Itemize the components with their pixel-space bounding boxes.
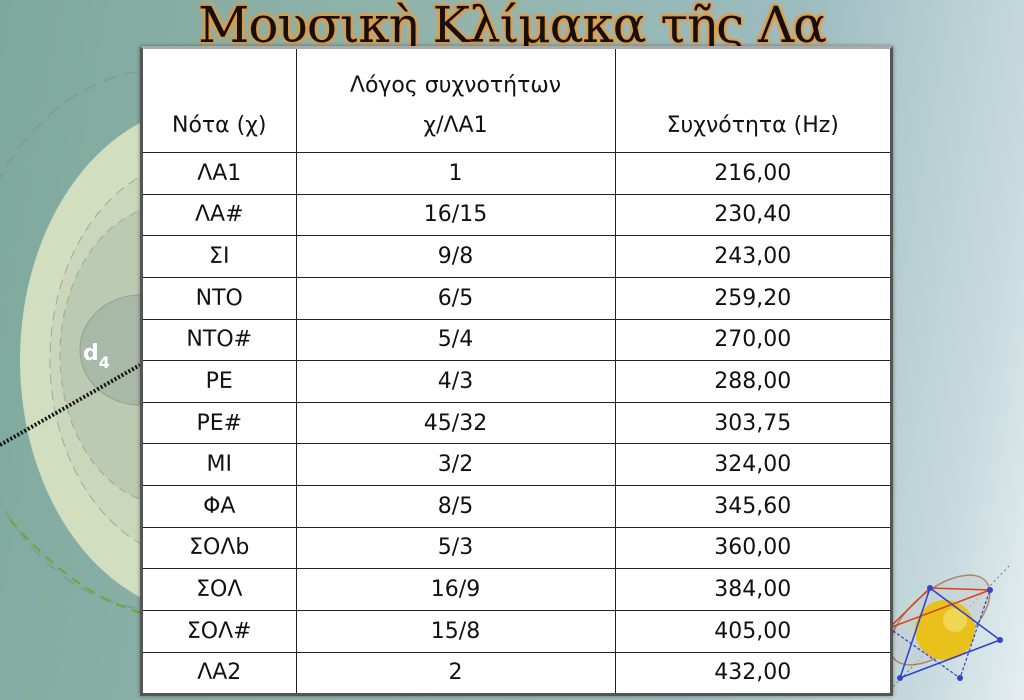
table-row: ΦΑ 8/5 345,60 [143, 485, 890, 528]
cell-note: ΛΑ# [143, 193, 297, 237]
cell-ratio: 6/5 [295, 276, 616, 320]
table-header-row: Νότα (χ) Λόγος συχνοτήτων χ/ΛΑ1 Συχνότητ… [143, 49, 890, 153]
table-row: ΜΙ 3/2 324,00 [143, 443, 890, 486]
cell-note: ΛΑ2 [143, 651, 297, 693]
slide-title: Μουσικὴ Κλίμακα τῆς Λα [198, 0, 827, 54]
cell-frequency: 270,00 [614, 318, 890, 362]
cell-ratio: 9/8 [295, 235, 616, 278]
cell-note: ΡΕ# [143, 401, 297, 445]
cell-ratio: 2 [295, 651, 616, 693]
cell-ratio: 5/4 [295, 318, 616, 362]
header-ratio: Λόγος συχνοτήτων χ/ΛΑ1 [295, 49, 616, 153]
cell-note: ΝΤΟ# [143, 318, 297, 362]
cell-note: ΣΟΛb [143, 526, 297, 570]
cell-ratio: 16/15 [295, 193, 616, 237]
cell-ratio: 45/32 [295, 401, 616, 445]
table-row: ΣΙ 9/8 243,00 [143, 235, 890, 278]
cell-frequency: 259,20 [614, 276, 890, 320]
cell-note: ΝΤΟ [143, 276, 297, 320]
cell-note: ΜΙ [143, 443, 297, 486]
cell-frequency: 243,00 [614, 235, 890, 278]
table-row: ΣΟΛ 16/9 384,00 [143, 568, 890, 611]
cell-note: ΣΙ [143, 235, 297, 278]
cell-note: ΣΟΛ# [143, 609, 297, 653]
cell-ratio: 5/3 [295, 526, 616, 570]
scale-table: Νότα (χ) Λόγος συχνοτήτων χ/ΛΑ1 Συχνότητ… [140, 46, 893, 696]
cell-frequency: 303,75 [614, 401, 890, 445]
cell-note: ΛΑ1 [143, 152, 297, 195]
header-frequency: Συχνότητα (Hz) [614, 49, 890, 153]
cell-frequency: 324,00 [614, 443, 890, 486]
cell-frequency: 405,00 [614, 609, 890, 653]
table-row: ΡΕ 4/3 288,00 [143, 360, 890, 403]
table-row: ΝΤΟ 6/5 259,20 [143, 276, 890, 320]
cell-frequency: 384,00 [614, 568, 890, 611]
cell-ratio: 4/3 [295, 360, 616, 403]
cell-note: ΣΟΛ [143, 568, 297, 611]
header-note: Νότα (χ) [143, 49, 297, 153]
cell-note: ΦΑ [143, 485, 297, 528]
header-ratio-line1: Λόγος συχνοτήτων [349, 73, 562, 98]
cell-frequency: 360,00 [614, 526, 890, 570]
cell-frequency: 230,40 [614, 193, 890, 237]
table-row: ΝΤΟ# 5/4 270,00 [143, 318, 890, 362]
cell-frequency: 345,60 [614, 485, 890, 528]
table-row: ΛΑ1 1 216,00 [143, 152, 890, 195]
cell-frequency: 216,00 [614, 152, 890, 195]
cell-ratio: 8/5 [295, 485, 616, 528]
table-row: ΣΟΛ# 15/8 405,00 [143, 609, 890, 653]
cell-frequency: 288,00 [614, 360, 890, 403]
table-row: ΡΕ# 45/32 303,75 [143, 401, 890, 445]
sphere-cones-graphic [886, 564, 1011, 691]
cell-ratio: 3/2 [295, 443, 616, 486]
header-ratio-line2: χ/ΛΑ1 [423, 113, 488, 138]
table-row: ΣΟΛb 5/3 360,00 [143, 526, 890, 570]
cell-ratio: 15/8 [295, 609, 616, 653]
cell-ratio: 16/9 [295, 568, 616, 611]
cell-ratio: 1 [295, 152, 616, 195]
table-row: ΛΑ# 16/15 230,40 [143, 193, 890, 237]
cell-note: ΡΕ [143, 360, 297, 403]
cell-frequency: 432,00 [614, 651, 890, 693]
table-row: ΛΑ2 2 432,00 [143, 651, 890, 693]
